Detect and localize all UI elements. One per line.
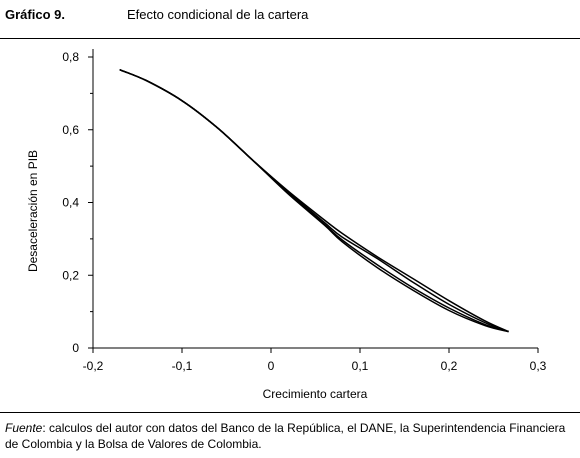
- x-tick-label: 0: [268, 359, 275, 373]
- y-axis-label: Desaceleración en PIB: [26, 150, 40, 272]
- source-prefix: Fuente: [5, 421, 43, 435]
- y-tick-label: 0,2: [62, 268, 79, 282]
- y-tick-label: 0,6: [62, 123, 79, 137]
- top-rule: [0, 38, 580, 39]
- series-line-3: [119, 69, 509, 333]
- x-tick-label: -0,1: [172, 359, 193, 373]
- chart-title: Efecto condicional de la cartera: [127, 7, 309, 22]
- series-line-1: [119, 69, 509, 333]
- series-line-4: [119, 69, 509, 333]
- source-note: Fuente: calculos del autor con datos del…: [5, 420, 577, 452]
- line-chart: -0,2 -0,1 0 0,1 0,2 0,3 0 0,2 0,4 0,6 0,8 Crecimie…: [26, 49, 547, 401]
- series-line-2: [119, 69, 509, 333]
- x-tick-label: 0,1: [352, 359, 369, 373]
- axes: -0,2 -0,1 0 0,1 0,2 0,3 0 0,2 0,4 0,6 0,8: [62, 49, 547, 373]
- x-tick-label: 0,3: [530, 359, 547, 373]
- x-axis-label: Crecimiento cartera: [263, 387, 368, 401]
- series-group: [119, 69, 509, 333]
- figure-label: Gráfico 9.: [5, 7, 65, 22]
- source-text: : calculos del autor con datos del Banco…: [5, 421, 566, 451]
- y-tick-label: 0: [72, 341, 79, 355]
- x-tick-label: -0,2: [83, 359, 104, 373]
- bottom-rule: [0, 412, 580, 413]
- x-tick-label: 0,2: [441, 359, 458, 373]
- y-tick-label: 0,4: [62, 196, 79, 210]
- y-tick-label: 0,8: [62, 50, 79, 64]
